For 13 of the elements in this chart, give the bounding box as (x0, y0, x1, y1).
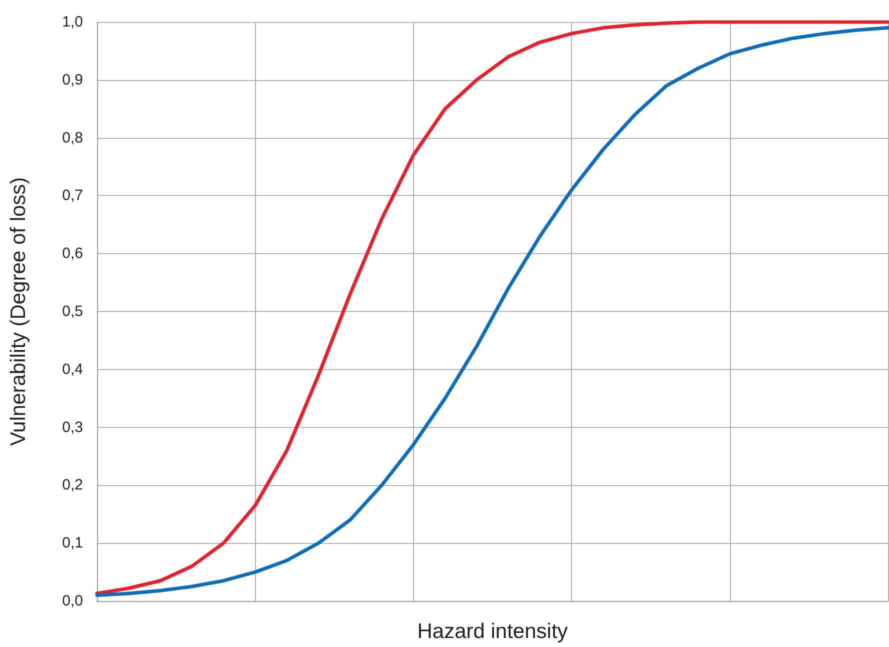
y-tick-label: 0,5 (62, 303, 83, 320)
y-tick-label: 0,1 (62, 534, 83, 552)
y-tick-label: 0,8 (62, 129, 83, 146)
y-tick-label: 1,0 (62, 14, 83, 30)
y-axis-title: Vulnerability (Degree of loss) (7, 177, 30, 446)
y-tick-label: 0,9 (62, 71, 83, 88)
y-tick-label: 0,4 (62, 360, 83, 378)
y-tick-label: 0,2 (62, 476, 83, 494)
y-tick-label: 0,3 (62, 418, 83, 436)
x-axis-title: Hazard intensity (417, 620, 568, 643)
y-tick-label: 0,6 (62, 245, 83, 262)
y-tick-label: 0,7 (62, 187, 83, 204)
y-tick-label: 0,0 (62, 592, 83, 610)
